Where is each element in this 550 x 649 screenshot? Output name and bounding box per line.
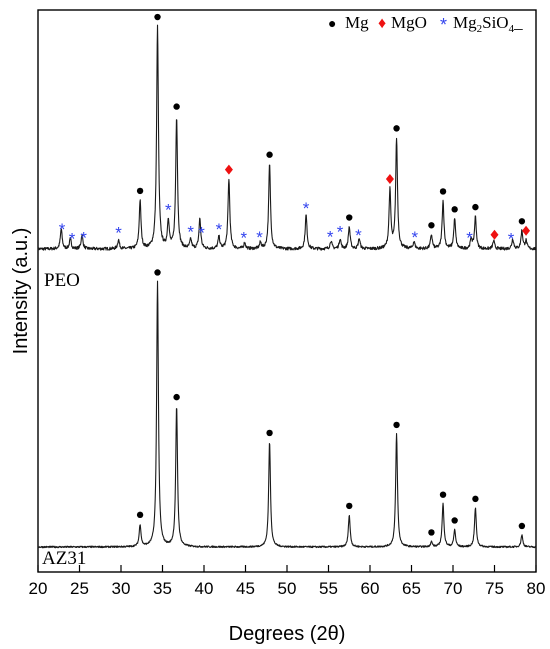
marker-mg-az31 [428, 529, 435, 536]
x-tick-label-55: 55 [319, 579, 338, 598]
trace-peo [37, 24, 537, 251]
marker-mg-peo [393, 125, 400, 132]
marker-mg2sio4: * [256, 228, 263, 247]
x-tick-label-40: 40 [195, 579, 214, 598]
marker-mg2sio4: * [165, 200, 172, 219]
marker-mgo [385, 174, 394, 185]
marker-mg2sio4: * [59, 220, 66, 239]
marker-mg2sio4: * [198, 223, 205, 242]
marker-mg-peo [451, 206, 458, 213]
marker-mg-az31 [154, 269, 161, 276]
marker-mg2sio4: * [337, 222, 344, 241]
peak-markers: * * * *** * * * *** * * * * * [59, 13, 531, 536]
marker-mg2sio4: * [508, 230, 515, 249]
legend-mg2sio4-symbol: * [440, 15, 447, 35]
x-axis: 20 25 30 35 40 45 50 55 60 65 70 75 80 [29, 565, 546, 598]
marker-mg-peo [439, 188, 447, 195]
y-axis-label: Intensity (a.u.) [10, 228, 32, 355]
marker-mg-az31 [346, 502, 353, 510]
series-traces [37, 24, 537, 549]
marker-mg-peo [136, 187, 144, 195]
marker-mg2sio4: * [187, 222, 194, 241]
marker-mg-peo [518, 218, 526, 225]
legend-mgo-label: MgO [391, 13, 427, 32]
marker-mg2sio4: * [327, 228, 334, 247]
x-tick-label-60: 60 [361, 579, 380, 598]
marker-mg-az31 [173, 393, 180, 401]
marker-mg2sio4: * [80, 229, 87, 248]
x-tick-label-50: 50 [278, 579, 297, 598]
marker-mg-az31 [266, 429, 273, 437]
series-label-az31: AZ31 [42, 548, 86, 569]
marker-mgo [490, 229, 499, 240]
x-tick-label-45: 45 [236, 579, 255, 598]
x-tick-label-20: 20 [29, 579, 48, 598]
series-label-peo: PEO [44, 270, 80, 291]
marker-mg-az31 [518, 522, 526, 530]
x-tick-label-30: 30 [112, 579, 131, 598]
marker-mg-peo [173, 103, 180, 110]
marker-mg2sio4: * [412, 228, 419, 247]
marker-mg-az31 [451, 517, 458, 524]
marker-mg-peo [266, 151, 273, 158]
marker-mg2sio4: * [355, 226, 362, 245]
marker-mg-peo [472, 203, 479, 211]
marker-mg2sio4: * [216, 220, 223, 239]
marker-mg-az31 [393, 421, 400, 429]
marker-mg-peo [346, 214, 353, 221]
marker-mg2sio4: * [303, 199, 310, 218]
legend-mgo-symbol: ♦ [378, 15, 386, 32]
marker-mg-peo [428, 222, 435, 229]
x-tick-label-65: 65 [402, 579, 421, 598]
x-tick-label-35: 35 [153, 579, 172, 598]
legend-mg2sio4-label: Mg2SiO4_ [453, 13, 523, 35]
x-tick-label-70: 70 [444, 579, 463, 598]
marker-mg2sio4: * [69, 230, 76, 249]
marker-mg2sio4: * [115, 224, 122, 243]
legend-mg-label: Mg [345, 13, 369, 32]
plot-frame [37, 9, 537, 573]
trace-az31 [37, 280, 537, 549]
marker-mg-az31 [136, 511, 144, 519]
legend: ● Mg ♦ MgO * Mg2SiO4_ [328, 13, 523, 35]
marker-mg2sio4: * [466, 229, 473, 248]
marker-mgo [224, 164, 233, 175]
x-tick-label-25: 25 [70, 579, 89, 598]
marker-mg-az31 [472, 495, 479, 503]
legend-mg-symbol: ● [328, 17, 336, 32]
marker-mg-az31 [439, 491, 447, 498]
x-axis-label: Degrees (2θ) [229, 623, 346, 645]
marker-mg2sio4: * [241, 229, 248, 248]
marker-mgo [522, 225, 531, 236]
x-tick-label-75: 75 [485, 579, 504, 598]
x-tick-label-80: 80 [527, 579, 546, 598]
marker-mg-peo [154, 13, 161, 21]
